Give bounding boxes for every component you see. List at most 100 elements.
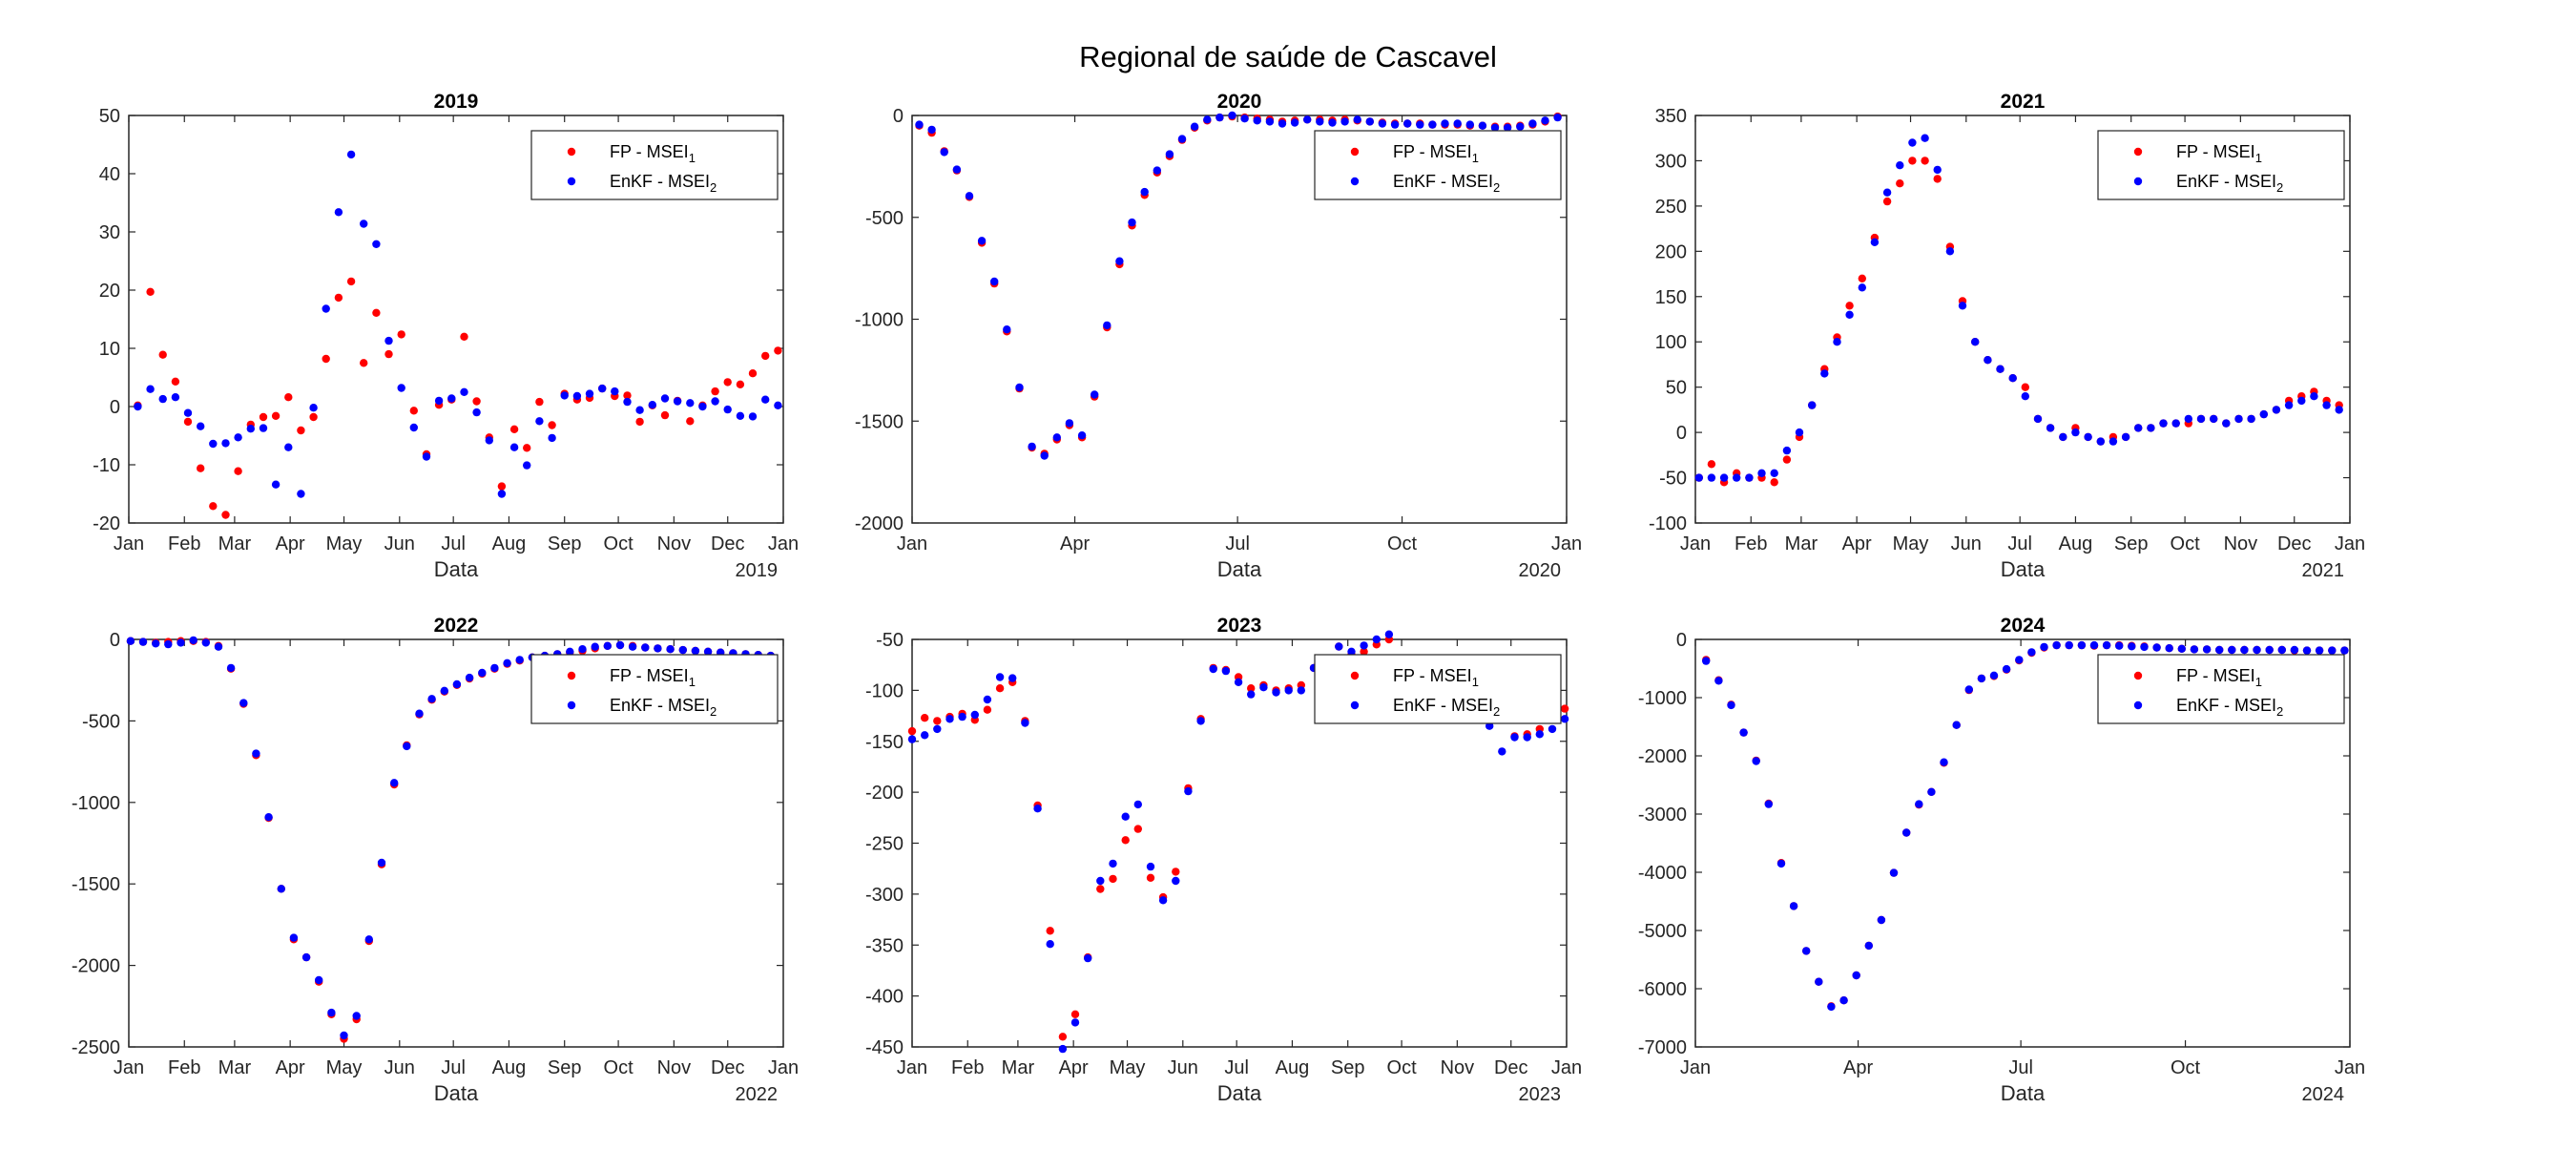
data-point [2335, 406, 2343, 414]
data-point [933, 717, 942, 725]
legend-box [1314, 130, 1562, 200]
data-point [327, 1008, 336, 1017]
data-point [1360, 641, 1368, 650]
data-point [673, 397, 682, 406]
data-point [907, 735, 917, 743]
x-tick-label: Sep [1331, 1057, 1365, 1078]
data-point [2152, 643, 2161, 652]
y-tick-label: 250 [1655, 197, 1687, 218]
data-point [691, 646, 700, 656]
data-point [2310, 392, 2318, 401]
data-point [995, 684, 1005, 693]
y-tick-label: -1500 [855, 411, 904, 432]
data-point [1535, 730, 1545, 739]
y-tick-label: 50 [99, 106, 120, 127]
x-tick-label: Mar [218, 1057, 252, 1078]
data-point [1498, 747, 1506, 756]
data-point [1927, 787, 1936, 796]
data-point [915, 120, 924, 129]
data-point [1782, 455, 1792, 464]
data-point [1510, 733, 1519, 742]
y-tick-label: -3000 [1638, 805, 1687, 826]
x-tick-label: Jun [1168, 1057, 1198, 1078]
data-point [1852, 971, 1860, 980]
y-tick-label: -50 [1659, 469, 1687, 490]
data-point [1046, 940, 1054, 949]
data-point [535, 397, 544, 407]
data-point [1240, 115, 1249, 123]
data-point [183, 408, 193, 417]
x-tick-label: Oct [1387, 533, 1418, 554]
data-point [1015, 383, 1024, 392]
data-point [2290, 645, 2299, 655]
data-point [2177, 644, 2186, 653]
data-point [2021, 383, 2029, 391]
data-point [472, 397, 481, 406]
x-tick-label: May [326, 533, 363, 554]
y-tick-label: -2000 [855, 513, 904, 534]
data-point [761, 351, 770, 361]
y-tick-label: 200 [1655, 241, 1687, 262]
data-point [246, 425, 255, 433]
data-point [686, 417, 695, 426]
data-point [152, 639, 160, 648]
data-point [1971, 338, 1980, 346]
data-point [654, 644, 662, 653]
data-point [1921, 134, 1929, 142]
y-tick-label: -1000 [1638, 688, 1687, 709]
data-point [146, 385, 155, 393]
legend-marker [2133, 147, 2143, 157]
data-point [384, 336, 393, 345]
x-axis-label: Data [1217, 557, 1262, 581]
data-point [1465, 120, 1475, 129]
data-point [1265, 117, 1275, 126]
data-point [1234, 678, 1243, 686]
data-point [197, 422, 205, 430]
data-point [995, 673, 1005, 681]
data-point [1945, 247, 1955, 256]
data-point [1091, 390, 1099, 399]
data-point [1165, 150, 1174, 158]
data-point [1297, 686, 1306, 695]
data-point [171, 393, 180, 402]
y-tick-label: -100 [865, 680, 904, 701]
x-tick-label: Sep [2114, 533, 2149, 554]
data-point [774, 401, 782, 409]
data-point [1889, 868, 1899, 877]
data-point [1739, 728, 1748, 737]
data-point [2297, 396, 2306, 406]
data-point [1077, 431, 1087, 440]
x-axis-label: Data [434, 1081, 479, 1105]
x-tick-label: Aug [492, 1057, 527, 1078]
data-point [635, 406, 644, 414]
data-point [2165, 644, 2173, 653]
data-point [1109, 874, 1117, 884]
data-point [2272, 406, 2281, 414]
data-point [660, 394, 670, 403]
data-point [1528, 119, 1537, 128]
data-point [264, 813, 273, 822]
data-point [970, 710, 979, 720]
data-point [377, 858, 386, 868]
data-point [1858, 283, 1867, 292]
x-tick-label: Dec [1494, 1057, 1528, 1078]
data-point [1209, 664, 1217, 674]
data-point [490, 663, 499, 673]
data-point [1203, 115, 1212, 124]
data-point [284, 443, 293, 451]
x-tick-label: May [326, 1057, 363, 1078]
data-point [1416, 120, 1424, 129]
x-tick-label: Nov [1441, 1057, 1475, 1078]
x-tick-label: Jan [114, 533, 144, 554]
x-axis-year-label: 2024 [2302, 1084, 2345, 1105]
data-point [1441, 119, 1449, 128]
x-axis-year-label: 2020 [1519, 560, 1562, 581]
data-point [372, 240, 381, 248]
data-point [1896, 179, 1904, 188]
data-point [209, 502, 218, 511]
x-tick-label: Jan [1551, 1057, 1582, 1078]
y-tick-label: 50 [1666, 378, 1687, 399]
data-point [548, 433, 556, 443]
chart-panel-2022: 2022 Jan Feb Mar Apr May Jun Jul Aug Sep Oct Nov Dec… [72, 615, 799, 1105]
data-point [515, 656, 524, 664]
